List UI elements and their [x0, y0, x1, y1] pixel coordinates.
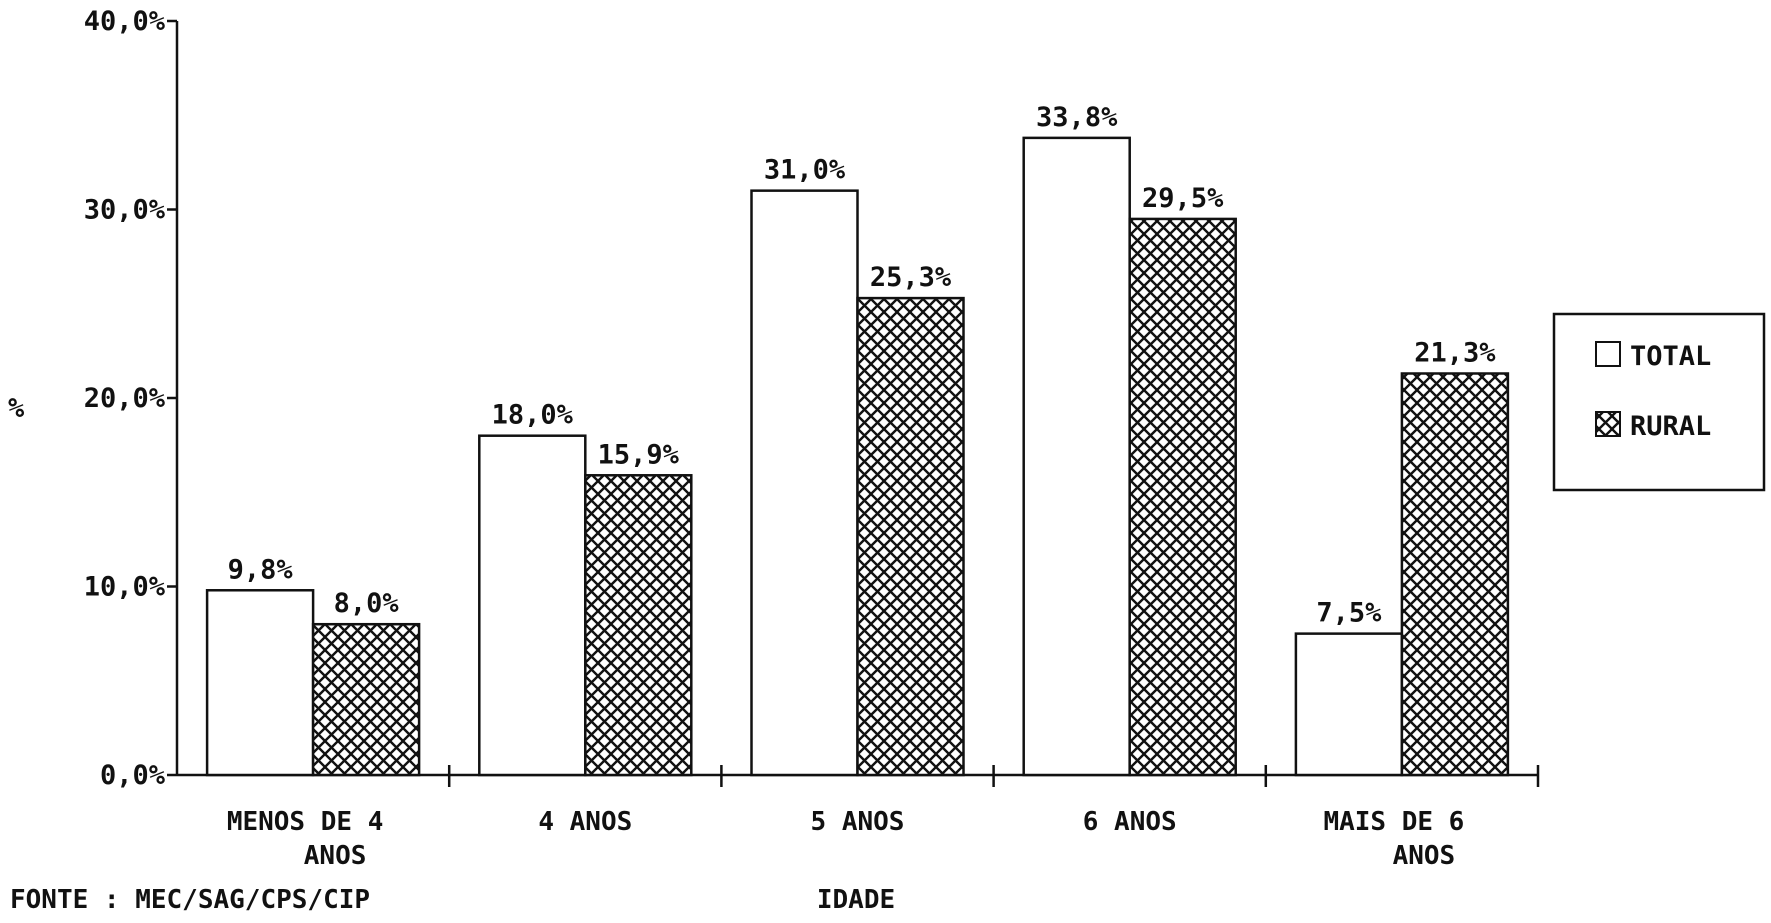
y-tick-label: 20,0% [84, 383, 166, 414]
legend-label-total: TOTAL [1630, 341, 1711, 372]
bar-total-4 [1022, 136, 1131, 777]
category-label: 5 ANOS [811, 807, 905, 837]
bar-total-1 [205, 589, 315, 777]
y-axis-label: % [8, 393, 25, 424]
bar-rural-4 [1128, 217, 1237, 777]
data-label-rural: 29,5% [1142, 183, 1224, 214]
legend-box [1552, 312, 1766, 492]
source-note: FONTE : MEC/SAG/CPS/CIP [10, 885, 370, 915]
category-label: ANOS [1393, 841, 1456, 871]
y-tick-label: 10,0% [84, 572, 166, 603]
y-tick-label: 40,0% [84, 6, 166, 37]
category-label: MENOS DE 4 [227, 807, 384, 837]
category-label: 6 ANOS [1083, 807, 1177, 837]
category-label: ANOS [304, 841, 367, 871]
bar-rural-2 [584, 474, 693, 777]
data-label-total: 7,5% [1316, 598, 1382, 629]
y-tick-label: 0,0% [100, 760, 166, 791]
data-label-rural: 25,3% [870, 262, 952, 293]
data-label-total: 9,8% [228, 554, 294, 585]
data-label-total: 33,8% [1036, 102, 1118, 133]
data-label-rural: 21,3% [1414, 337, 1496, 368]
bar-total-2 [478, 434, 587, 777]
data-label-total: 18,0% [492, 400, 574, 431]
x-axis-title: IDADE [817, 885, 895, 915]
bar-rural-1 [311, 622, 421, 777]
legend-swatch-rural [1595, 411, 1621, 437]
bar-rural-3 [856, 296, 965, 777]
y-tick-label: 30,0% [84, 195, 166, 226]
bar-total-3 [750, 189, 859, 777]
bar-rural-5 [1400, 372, 1510, 777]
data-label-rural: 15,9% [598, 439, 680, 470]
data-label-rural: 8,0% [334, 588, 400, 619]
bar-total-5 [1294, 632, 1404, 777]
legend-swatch-total [1595, 341, 1621, 367]
category-label: MAIS DE 6 [1323, 807, 1464, 837]
legend-label-rural: RURAL [1630, 411, 1711, 442]
category-label: 4 ANOS [538, 807, 632, 837]
data-label-total: 31,0% [764, 155, 846, 186]
